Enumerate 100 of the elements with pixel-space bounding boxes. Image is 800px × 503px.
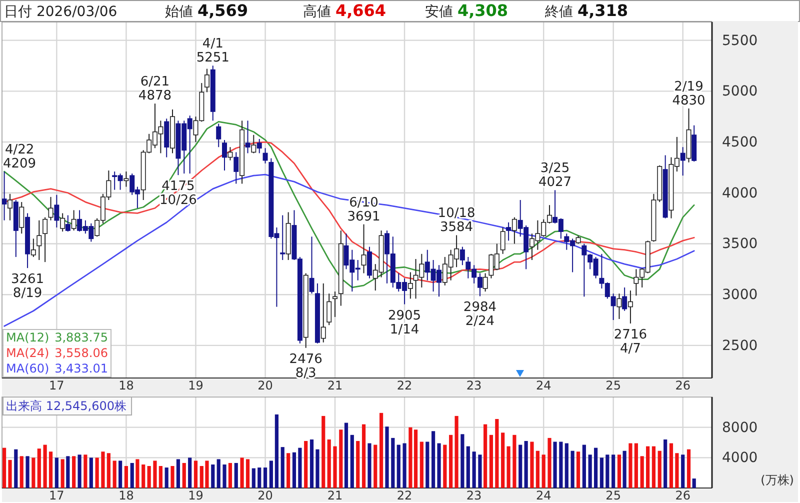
bar [449,434,453,488]
annotation: 4/22 4209 [3,142,36,172]
x-tick-label: 18 [118,378,134,393]
bar [211,464,215,488]
bar [536,450,540,488]
bar [130,462,134,488]
candlestick [71,210,76,232]
bar [478,454,482,488]
bar [124,466,128,488]
annotation: 出来高 12,545,600株 [6,399,127,413]
candlestick [216,123,222,148]
candlestick [251,134,256,154]
y-tick-label: 3500 [722,236,758,252]
bar [472,452,476,488]
y-tick-label: 4500 [722,134,758,151]
bar [222,464,226,488]
bar [316,449,320,488]
bar [495,418,499,488]
annotation: 2716 4/7 [614,327,648,356]
bar [426,442,430,488]
annotation: 3261 8/19 [10,272,44,302]
bar [54,458,58,488]
x-tick-label: 21 [327,488,343,503]
bar [60,459,64,488]
bar [240,458,244,488]
text: MA(24) 3,558.06 [6,346,108,360]
candlestick [500,226,506,254]
bar [669,443,674,488]
candlestick [245,120,250,154]
bar [501,432,505,488]
candlestick [622,286,628,312]
bar [518,444,522,488]
candlestick [54,194,60,228]
bar [542,454,546,488]
bar [460,434,464,488]
bar [8,460,12,488]
bar [379,412,384,488]
candlestick [280,214,286,261]
bar [258,468,262,488]
bar [612,454,616,488]
x-tick-label: 17 [49,378,64,393]
bar [420,442,424,488]
x-tick-label: 23 [466,378,482,393]
bar [414,430,418,488]
bar [594,448,598,488]
candlestick [256,138,262,154]
annotation: 2984 2/24 [463,300,497,330]
bar [681,454,685,488]
bar [564,443,568,488]
bar [576,452,580,488]
candlestick [48,196,54,221]
text: 日付 2026/03/06 [4,4,118,20]
y-axis-title: (万株) [760,473,794,487]
bar [350,434,354,488]
bar [89,458,93,488]
bar [252,468,256,488]
candlestick [222,139,228,172]
bar [194,460,198,488]
bar [506,446,510,488]
bar [310,439,314,488]
x-tick-label: 21 [327,378,343,393]
candlestick [506,222,512,242]
bar [333,446,337,488]
bar [368,443,372,488]
text: MA(60) 3,433.01 [6,362,108,376]
bar [136,459,140,488]
bar [344,422,348,488]
bar [634,443,638,488]
bar [304,440,308,488]
annotation: 6/21 4878 [138,74,172,104]
bar [559,442,563,488]
bar [570,450,574,488]
bar [640,456,644,488]
bar [158,466,162,488]
x-tick-label: 19 [188,378,204,393]
bar [622,450,626,488]
bar [322,416,326,488]
bar [269,460,273,488]
annotation: 10/18 3584 [438,206,476,236]
bar [188,458,192,488]
text: 終値 4,318 [544,1,628,20]
bar [286,453,290,488]
candlestick [320,282,326,343]
bar [48,452,53,488]
candlestick [332,291,338,318]
bar [292,452,296,488]
x-tick-label: 23 [466,488,482,503]
text: 高値 4,664 [303,1,386,20]
bar [216,459,220,488]
bar [37,448,41,488]
bar [118,460,122,488]
bar [524,440,528,488]
candlestick [124,171,129,188]
candlestick [204,68,210,93]
x-tick-label: 26 [675,378,690,393]
x-tick-label: 24 [536,488,552,503]
candlestick [482,272,488,292]
y-tick-label: 4000 [722,450,758,466]
y-tick-label: 3000 [722,287,758,304]
candlestick [60,212,66,232]
